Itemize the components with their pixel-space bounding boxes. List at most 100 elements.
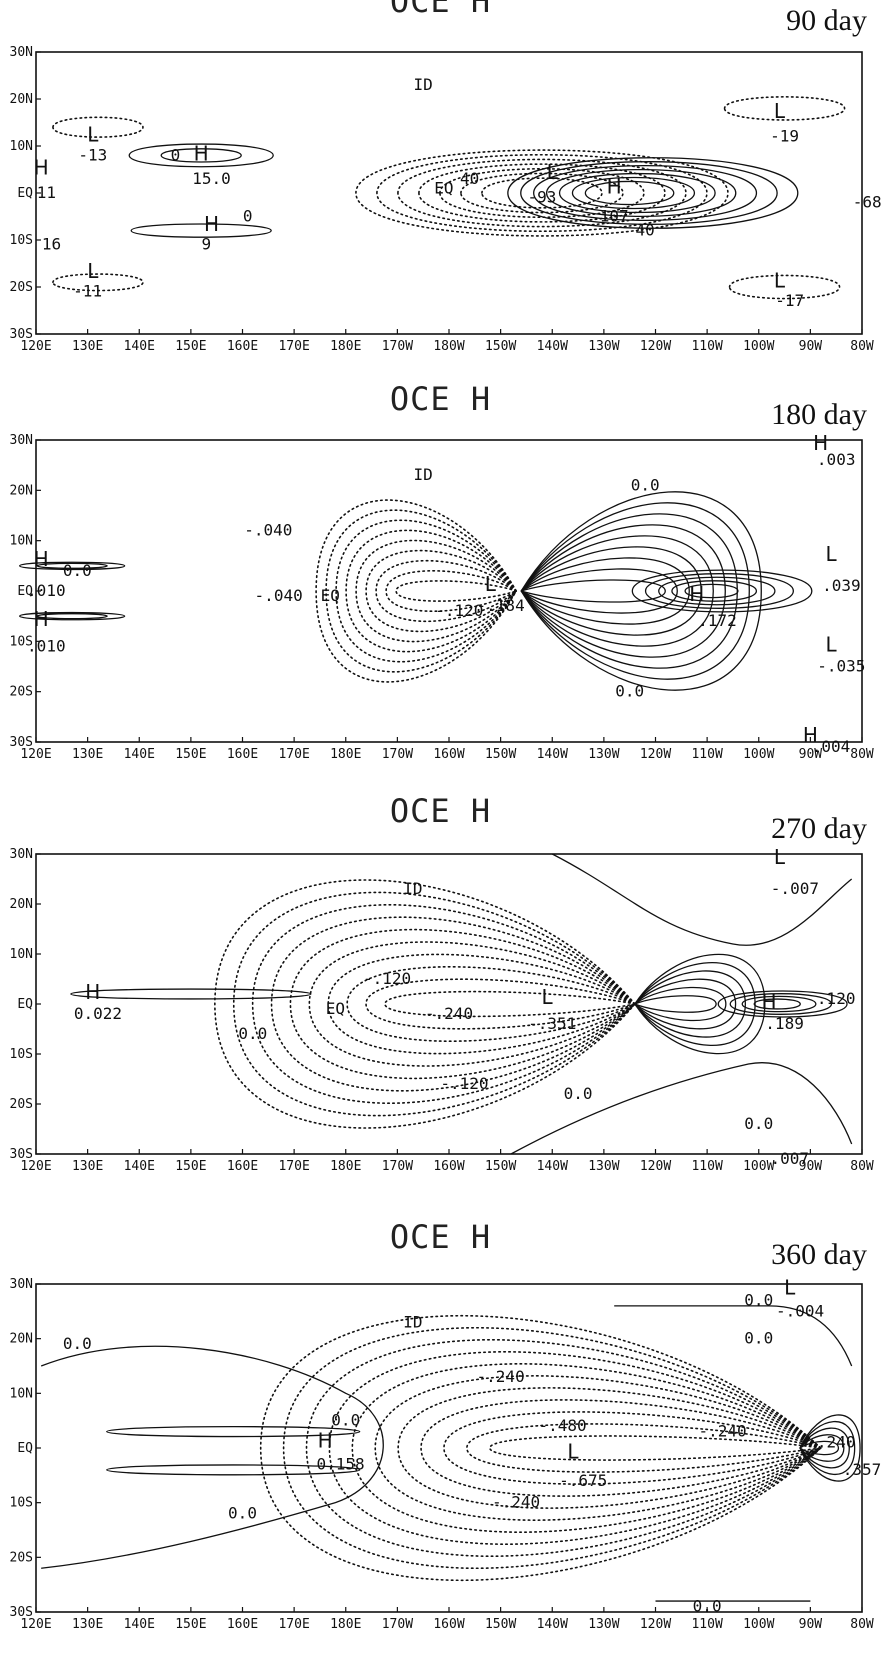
high-marker: H	[689, 582, 704, 606]
x-tick-label: 80W	[850, 1159, 874, 1174]
contour-value-label: -13	[78, 145, 107, 164]
x-tick-label: 120W	[640, 747, 671, 762]
contour-value-label: 11	[37, 183, 56, 202]
plot-frame	[35, 1283, 863, 1613]
contour-value-label: -.240	[699, 1422, 747, 1441]
positive-center-contour-5	[520, 161, 778, 225]
zero-contour-south	[510, 1062, 853, 1155]
positive-core-contour-0	[684, 583, 739, 599]
negative-wedge-contour-9	[315, 499, 517, 683]
x-tick-label: 170E	[278, 1617, 309, 1632]
x-tick-label: 150W	[485, 1159, 516, 1174]
y-tick-label: EQ	[17, 584, 33, 599]
positive-wedge-contour-4	[520, 546, 702, 636]
high-marker: H	[318, 1429, 333, 1453]
contour-value-label: 0.0	[228, 1504, 257, 1523]
x-tick-label: 140W	[537, 1159, 568, 1174]
contour-value-label: 0	[171, 145, 181, 164]
contour-value-label: .240	[817, 1433, 856, 1452]
negative-wedge-contour-4	[365, 549, 517, 633]
x-tick-label: 110W	[691, 339, 722, 354]
negative-center-contour-0	[481, 177, 603, 209]
positive-core-contour-4	[631, 569, 813, 613]
contour-value-label: -.240	[425, 1004, 473, 1023]
negative-center-contour-3	[418, 163, 666, 223]
contour-value-label: 0.0	[63, 561, 92, 580]
x-tick-label: 180E	[330, 1159, 361, 1174]
contour-chart-360-day: 120E 130E 140E 150E 160E 170E 180E 170W 160W 150W…	[10, 1275, 881, 1632]
contour-chart-90-day: 120E 130E 140E 150E 160E 170E 180E 170W 180W 150W…	[10, 45, 881, 354]
positive-north-contour-1	[128, 143, 274, 168]
x-tick-label: 140W	[537, 747, 568, 762]
x-tick-label: 180E	[330, 1617, 361, 1632]
negative-wedge-contour-2	[365, 978, 636, 1030]
negative-wedge-contour-2	[466, 1423, 822, 1473]
positive-west-contour-0	[70, 988, 312, 1000]
positive-east-contour-4	[799, 1420, 856, 1476]
contour-chart-270-day: 120E 130E 140E 150E 160E 170E 180E 170W 160W 150W…	[10, 845, 874, 1174]
contour-value-label: -.040	[255, 586, 303, 605]
negative-ne-contour-0	[723, 96, 846, 121]
panel-90-day: OCE H 90 day 120E 130E 140E 150E 160E 170E 180…	[0, 0, 881, 380]
x-tick-label: 170W	[382, 1159, 413, 1174]
zero-contour-west	[40, 1345, 384, 1569]
x-tick-label: 150E	[175, 1617, 206, 1632]
x-tick-label: 130E	[72, 1617, 103, 1632]
x-tick-label: 170E	[278, 747, 309, 762]
negative-se-contour-0	[728, 274, 841, 300]
y-tick-label: 30N	[10, 45, 33, 60]
y-tick-label: 30N	[10, 847, 33, 862]
positive-east-contour-1	[799, 1440, 840, 1456]
low-marker: L	[485, 572, 497, 596]
low-marker: L	[774, 268, 786, 292]
y-tick-label: 30S	[10, 1147, 33, 1162]
contour-value-label: -.040	[244, 521, 292, 540]
x-tick-label: 150W	[485, 747, 516, 762]
y-tick-label: 10S	[10, 1496, 33, 1511]
positive-center-contour-2	[558, 172, 716, 214]
y-tick-label: 30N	[10, 433, 33, 448]
contour-value-label: EQ	[326, 999, 345, 1018]
contour-value-label: -.240	[492, 1493, 540, 1512]
low-marker: L	[774, 845, 786, 869]
x-tick-label: 170E	[278, 339, 309, 354]
negative-wedge-contour-9	[305, 1338, 822, 1558]
negative-wedge-contour-8	[325, 509, 517, 673]
positive-west-n-contour-1	[18, 561, 126, 571]
contour-value-label: .004	[812, 737, 851, 756]
negative-nw-contour-0	[52, 116, 144, 138]
y-tick-label: 20S	[10, 280, 33, 295]
negative-center-contour-1	[460, 172, 624, 214]
y-tick-label: 20S	[10, 1550, 33, 1565]
negative-wedge-contour-3	[375, 559, 517, 623]
negative-wedge-contour-4	[327, 953, 636, 1055]
negative-wedge-contour-6	[374, 1375, 822, 1521]
high-marker: H	[204, 212, 219, 236]
panel-360-day: OCE H 360 day 120E 130E 140E 150E 160E 170E 18…	[0, 1214, 881, 1654]
negative-wedge-contour-3	[443, 1411, 822, 1485]
positive-wedge-contour-3	[634, 978, 737, 1030]
x-tick-label: 130W	[588, 1617, 619, 1632]
x-tick-label: 150E	[175, 1159, 206, 1174]
contour-value-label: -93	[527, 188, 556, 207]
y-tick-label: 10N	[10, 947, 33, 962]
contour-value-label: 0.158	[317, 1454, 365, 1473]
negative-wedge-contour-3	[346, 966, 636, 1042]
positive-south-contour-0	[130, 223, 272, 238]
x-tick-label: 160W	[433, 1617, 464, 1632]
contour-value-label: 107	[600, 207, 629, 226]
x-tick-label: 160E	[227, 1617, 258, 1632]
positive-center-contour-1	[571, 176, 696, 210]
x-tick-label: 130E	[72, 339, 103, 354]
x-tick-label: 170W	[382, 339, 413, 354]
contour-value-label: 40	[460, 169, 479, 188]
x-tick-label: 80W	[850, 339, 874, 354]
contour-chart-180-day: 120E 130E 140E 150E 160E 170E 180E 170W 160W 150W…	[10, 431, 874, 762]
low-marker: L	[784, 1275, 796, 1299]
y-tick-label: 10S	[10, 233, 33, 248]
low-marker: L	[542, 985, 554, 1009]
positive-wedge-contour-9	[520, 491, 762, 691]
low-marker: L	[774, 99, 786, 123]
contour-value-label: -.480	[538, 1416, 586, 1435]
y-tick-label: EQ	[17, 1441, 33, 1456]
